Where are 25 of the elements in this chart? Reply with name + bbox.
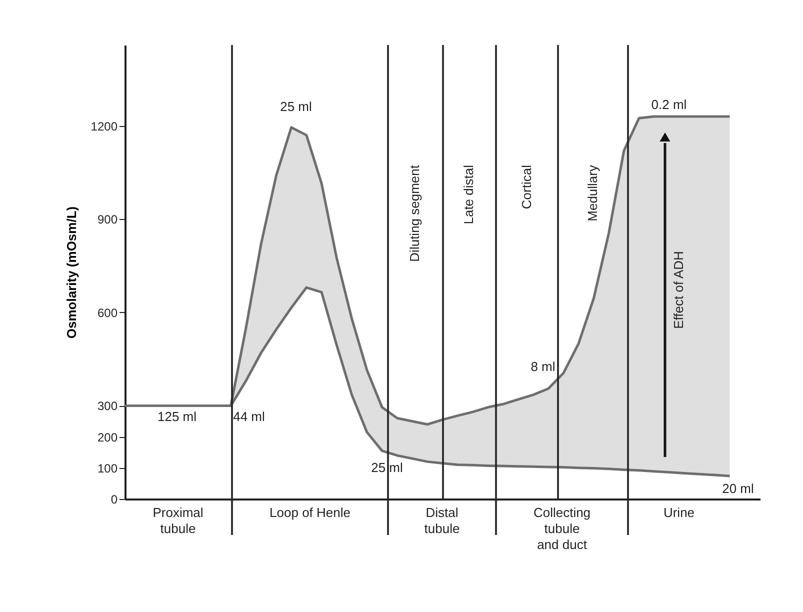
annotation: Effect of ADH: [671, 251, 686, 329]
annotation: 25 ml: [371, 460, 403, 475]
y-tick-label: 200: [97, 430, 118, 444]
y-tick-label: 600: [97, 306, 118, 320]
annotation: 8 ml: [530, 359, 556, 374]
annotation: 125 ml: [157, 409, 197, 424]
y-tick-label: 300: [97, 399, 118, 414]
text: Loop of Henle: [270, 505, 350, 520]
y-tick-label: 900: [97, 212, 118, 227]
text: Urine: [663, 505, 695, 520]
text: Distal tubule: [424, 505, 460, 536]
annotation: Late distal: [461, 164, 476, 224]
annotation: 44 ml: [233, 409, 265, 424]
text: Collecting tubule and duct: [533, 505, 591, 552]
annotation: 20 ml: [722, 481, 754, 496]
y-axis-title: Osmolarity (mOsm/L): [64, 206, 79, 339]
y-tick-label: 1200: [90, 119, 118, 134]
annotation: Cortical: [519, 164, 534, 210]
annotation: 25 ml: [280, 99, 312, 114]
annotation: 0.2 ml: [651, 97, 687, 112]
y-tick-label: 0: [110, 492, 118, 506]
annotation: Diluting segment: [407, 164, 422, 262]
y-tick-label: 100: [97, 461, 118, 476]
annotation: Medullary: [585, 164, 600, 222]
text: Proximal tubule: [152, 505, 204, 536]
